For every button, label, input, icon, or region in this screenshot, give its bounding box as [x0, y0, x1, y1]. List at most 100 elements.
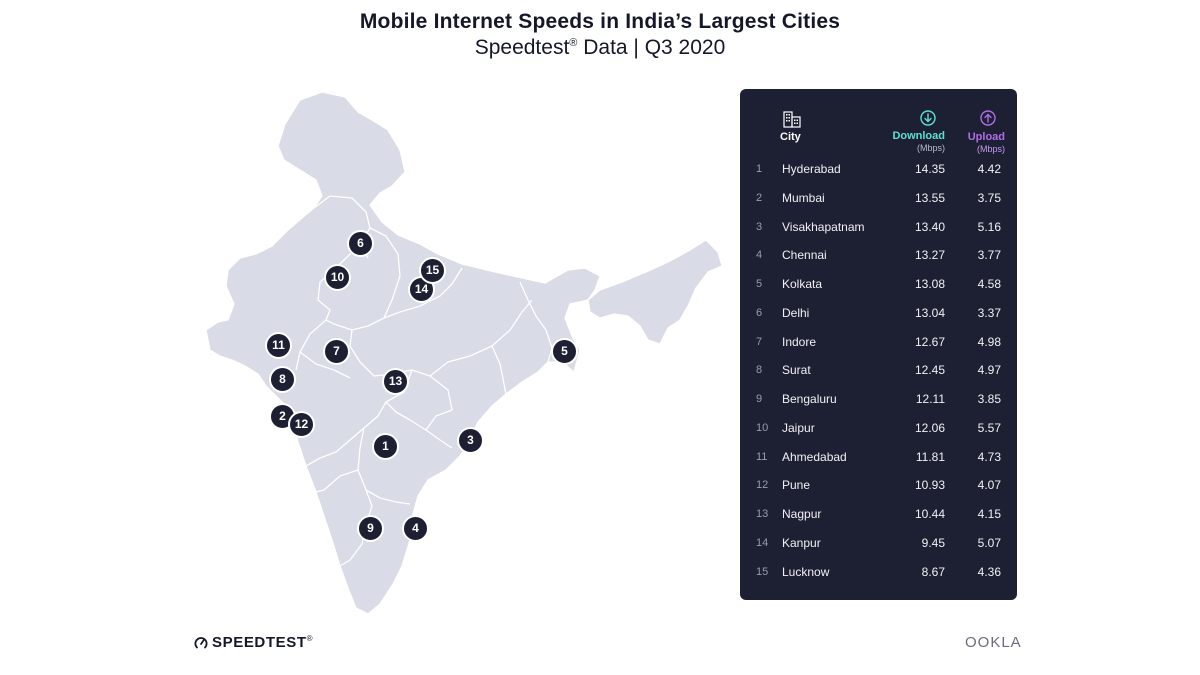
- rank: 8: [756, 364, 763, 376]
- upload-value: 4.98: [977, 335, 1001, 349]
- table-row: 15 Lucknow 8.67 4.36: [740, 562, 1017, 582]
- city-name: Visakhapatnam: [782, 220, 865, 234]
- header-upload: Upload (Mbps): [968, 131, 1005, 155]
- map-pin-pune[interactable]: 12: [288, 411, 315, 438]
- chart-subtitle: Speedtest® Data | Q3 2020: [0, 36, 1200, 60]
- upload-value: 4.58: [977, 277, 1001, 291]
- map-pin-visakhapatnam[interactable]: 3: [457, 427, 484, 454]
- table-row: 6 Delhi 13.04 3.37: [740, 303, 1017, 323]
- gauge-icon: [194, 637, 208, 649]
- upload-value: 4.15: [977, 507, 1001, 521]
- table-row: 12 Pune 10.93 4.07: [740, 475, 1017, 495]
- city-name: Indore: [782, 335, 817, 349]
- upload-value: 3.75: [977, 191, 1001, 205]
- map-pin-hyderabad[interactable]: 1: [372, 433, 399, 460]
- download-arrow-icon: [920, 110, 936, 126]
- map-pin-bengaluru[interactable]: 9: [357, 515, 384, 542]
- upload-value: 4.73: [977, 450, 1001, 464]
- rank: 5: [756, 278, 763, 290]
- map-pin-kolkata[interactable]: 5: [551, 338, 578, 365]
- state-borders: [295, 195, 553, 567]
- city-name: Kanpur: [782, 536, 821, 550]
- download-label: Download: [892, 130, 945, 142]
- table-row: 14 Kanpur 9.45 5.07: [740, 533, 1017, 553]
- city-name: Delhi: [782, 306, 810, 320]
- download-value: 12.11: [915, 392, 945, 406]
- upload-value: 4.97: [977, 363, 1001, 377]
- table-row: 4 Chennai 13.27 3.77: [740, 245, 1017, 265]
- table-row: 7 Indore 12.67 4.98: [740, 332, 1017, 352]
- rank: 9: [756, 393, 763, 405]
- upload-value: 3.37: [977, 306, 1001, 320]
- download-value: 13.40: [914, 220, 945, 234]
- download-value: 13.08: [914, 277, 945, 291]
- map-pin-chennai[interactable]: 4: [402, 515, 429, 542]
- table-row: 2 Mumbai 13.55 3.75: [740, 188, 1017, 208]
- city-name: Chennai: [782, 248, 827, 262]
- chart-title: Mobile Internet Speeds in India’s Larges…: [359, 10, 841, 33]
- upload-arrow-icon: [980, 110, 996, 126]
- upload-value: 3.77: [977, 248, 1001, 262]
- city-name: Lucknow: [782, 565, 830, 579]
- map-pin-jaipur[interactable]: 10: [324, 264, 351, 291]
- table-row: 5 Kolkata 13.08 4.58: [740, 274, 1017, 294]
- table-row: 1 Hyderabad 14.35 4.42: [740, 159, 1017, 179]
- table-row: 13 Nagpur 10.44 4.15: [740, 504, 1017, 524]
- city-name: Surat: [782, 363, 811, 377]
- rank: 11: [756, 451, 768, 463]
- city-name: Hyderabad: [782, 162, 841, 176]
- download-value: 13.55: [914, 191, 945, 205]
- upload-unit: (Mbps): [976, 144, 1005, 154]
- rank: 1: [756, 163, 763, 175]
- download-value: 13.27: [914, 248, 945, 262]
- rank: 10: [756, 422, 769, 434]
- registered-mark: ®: [569, 37, 578, 49]
- map-pin-nagpur[interactable]: 13: [382, 368, 409, 395]
- map-pin-surat[interactable]: 8: [269, 366, 296, 393]
- upload-value: 4.07: [977, 478, 1001, 492]
- download-value: 10.44: [914, 507, 945, 521]
- city-name: Jaipur: [782, 421, 815, 435]
- speedtest-trademark: ®: [306, 634, 314, 643]
- upload-value: 3.85: [977, 392, 1001, 406]
- rank: 14: [756, 537, 769, 549]
- city-name: Pune: [782, 478, 811, 492]
- download-value: 11.81: [915, 450, 945, 464]
- download-value: 9.45: [921, 536, 945, 550]
- header-city: City: [780, 131, 801, 143]
- map-pin-indore[interactable]: 7: [323, 338, 350, 365]
- download-value: 10.93: [914, 478, 945, 492]
- speedtest-logo: SPEEDTEST®: [212, 634, 313, 651]
- northeast-region: [587, 239, 723, 345]
- rank: 3: [756, 221, 763, 233]
- table-row: 9 Bengaluru 12.11 3.85: [740, 389, 1017, 409]
- download-unit: (Mbps): [916, 143, 945, 153]
- download-value: 12.06: [914, 421, 945, 435]
- download-value: 14.35: [914, 162, 945, 176]
- speed-table-panel: City Download (Mbps) Upload (Mbps) 1 Hyde…: [740, 89, 1017, 600]
- rank: 7: [756, 336, 763, 348]
- building-icon: [783, 111, 801, 128]
- header-download: Download (Mbps): [892, 130, 945, 154]
- india-map: [205, 91, 723, 615]
- map-pin-lucknow[interactable]: 15: [419, 257, 446, 284]
- download-value: 12.67: [914, 335, 945, 349]
- rank: 13: [756, 508, 769, 520]
- rank: 12: [756, 479, 769, 491]
- map-pin-delhi[interactable]: 6: [347, 230, 374, 257]
- subtitle-suffix: Data | Q3 2020: [577, 36, 726, 59]
- table-row: 11 Ahmedabad 11.81 4.73: [740, 447, 1017, 467]
- map-pin-ahmedabad[interactable]: 11: [265, 332, 292, 359]
- table-row: 10 Jaipur 12.06 5.57: [740, 418, 1017, 438]
- table-row: 3 Visakhapatnam 13.40 5.16: [740, 217, 1017, 237]
- upload-value: 5.16: [977, 220, 1001, 234]
- rank: 15: [756, 566, 769, 578]
- city-name: Ahmedabad: [782, 450, 847, 464]
- download-value: 8.67: [921, 565, 945, 579]
- upload-value: 4.42: [977, 162, 1001, 176]
- download-value: 12.45: [914, 363, 945, 377]
- speedtest-wordmark: SPEEDTEST: [212, 634, 307, 651]
- city-name: Nagpur: [782, 507, 822, 521]
- city-name: Bengaluru: [782, 392, 837, 406]
- upload-value: 4.36: [977, 565, 1001, 579]
